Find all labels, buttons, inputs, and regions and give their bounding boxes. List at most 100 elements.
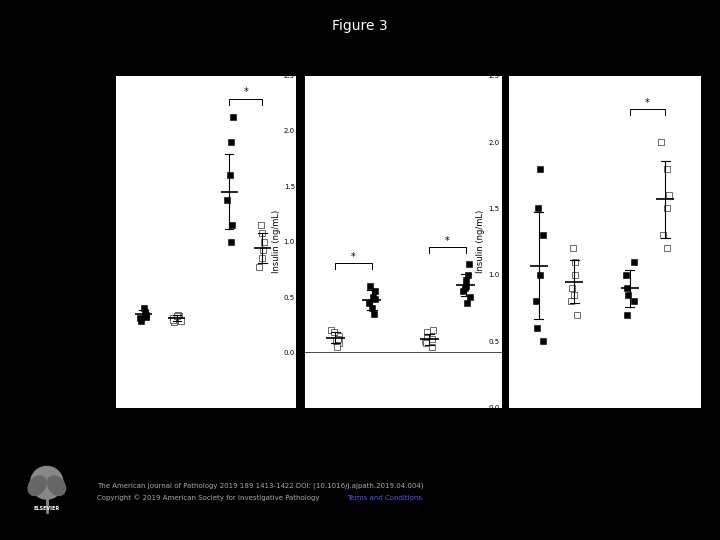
- Point: [225, 237, 237, 246]
- Text: *: *: [243, 87, 248, 98]
- Point: [538, 337, 549, 346]
- Text: Figure 3: Figure 3: [332, 19, 388, 33]
- Text: A: A: [83, 62, 92, 75]
- Point: [369, 295, 381, 303]
- Point: [368, 293, 379, 301]
- Text: WT: WT: [550, 447, 562, 456]
- Point: [139, 308, 150, 316]
- Point: [363, 298, 374, 307]
- Point: [461, 282, 472, 291]
- Point: [629, 257, 640, 266]
- Text: *: *: [351, 252, 356, 262]
- Point: [168, 316, 180, 325]
- Point: [256, 229, 268, 238]
- Point: [253, 262, 265, 271]
- Text: *: *: [445, 235, 450, 246]
- Point: [258, 237, 269, 246]
- Point: [460, 276, 472, 285]
- Point: [419, 337, 431, 346]
- Point: [369, 287, 380, 296]
- Point: [462, 298, 473, 307]
- Point: [325, 326, 337, 334]
- Text: C: C: [482, 62, 490, 75]
- Point: [333, 339, 345, 348]
- Point: [256, 254, 268, 262]
- Point: [167, 315, 179, 324]
- Point: [621, 271, 632, 279]
- Point: [257, 246, 269, 254]
- Text: B: B: [276, 62, 286, 75]
- Point: [537, 231, 549, 239]
- Point: [420, 339, 431, 348]
- Text: The American Journal of Pathology 2019 189 1413-1422 DOI: (10.1016/j.ajpath.2019: The American Journal of Pathology 2019 1…: [97, 482, 423, 489]
- Text: KO: KO: [442, 425, 453, 434]
- Text: *: *: [645, 98, 650, 109]
- Point: [459, 284, 471, 293]
- Point: [457, 287, 469, 296]
- Point: [463, 259, 474, 268]
- Point: [657, 231, 669, 239]
- Point: [532, 204, 544, 213]
- Point: [140, 313, 152, 321]
- Point: [663, 191, 675, 199]
- Point: [168, 314, 179, 322]
- Point: [328, 328, 340, 337]
- Point: [174, 312, 185, 321]
- Point: [225, 171, 236, 179]
- Point: [368, 309, 379, 318]
- Point: [421, 332, 433, 340]
- Point: [225, 138, 237, 146]
- Text: Terms and Conditions: Terms and Conditions: [347, 495, 422, 501]
- Point: [565, 297, 577, 306]
- Point: [421, 328, 433, 337]
- Point: [227, 113, 238, 122]
- Point: [168, 318, 180, 327]
- Point: [331, 342, 343, 351]
- Ellipse shape: [48, 476, 66, 496]
- Point: [138, 303, 150, 312]
- Text: KO: KO: [642, 447, 653, 456]
- Point: [333, 332, 345, 340]
- Y-axis label: Insulin (ng/mL): Insulin (ng/mL): [272, 210, 281, 273]
- Text: ELSEVIER: ELSEVIER: [34, 507, 60, 511]
- Point: [662, 204, 673, 213]
- Point: [464, 293, 476, 301]
- Point: [135, 316, 147, 325]
- Point: [134, 314, 145, 322]
- Point: [175, 317, 186, 326]
- Point: [621, 284, 633, 293]
- Point: [661, 244, 672, 253]
- Point: [426, 342, 438, 351]
- Point: [655, 138, 667, 146]
- Point: [330, 337, 342, 346]
- Point: [173, 310, 184, 319]
- Point: [256, 221, 267, 230]
- Point: [570, 257, 581, 266]
- Point: [531, 323, 543, 332]
- Point: [569, 291, 580, 299]
- Text: HFD: HFD: [238, 438, 253, 447]
- Point: [530, 297, 541, 306]
- Point: [364, 282, 375, 291]
- Point: [140, 310, 152, 319]
- Y-axis label: Insulin (ng/mL): Insulin (ng/mL): [477, 210, 485, 273]
- Point: [171, 311, 183, 320]
- Point: [463, 271, 474, 279]
- Ellipse shape: [28, 476, 46, 496]
- Y-axis label: HOMA-IR: HOMA-IR: [78, 223, 87, 260]
- Point: [226, 221, 238, 230]
- Point: [622, 291, 634, 299]
- Text: Lean: Lean: [151, 438, 169, 447]
- Text: WT: WT: [348, 425, 360, 434]
- Point: [534, 164, 546, 173]
- Point: [566, 284, 577, 293]
- Point: [534, 271, 546, 279]
- Point: [622, 310, 634, 319]
- Point: [569, 271, 580, 279]
- Point: [366, 303, 378, 312]
- Point: [571, 310, 582, 319]
- Point: [661, 164, 672, 173]
- Point: [222, 196, 233, 205]
- Point: [567, 244, 579, 253]
- Point: [427, 326, 438, 334]
